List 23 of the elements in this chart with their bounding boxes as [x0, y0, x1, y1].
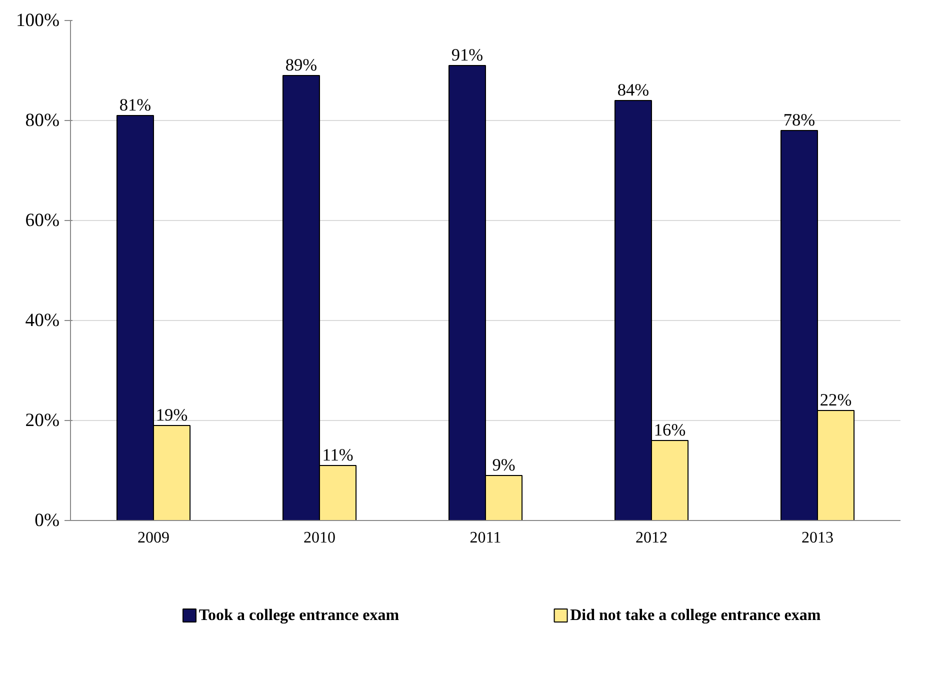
legend-label: Did not take a college entrance exam — [570, 607, 822, 624]
y-tick-label: 80% — [25, 110, 60, 131]
data-label: 22% — [820, 390, 852, 410]
y-tick-label: 100% — [16, 10, 60, 31]
legend-label: Took a college entrance exam — [198, 607, 400, 624]
data-label: 11% — [322, 446, 354, 464]
y-tick-label: 0% — [34, 510, 60, 531]
data-label: 91% — [451, 46, 484, 64]
x-tick-label: 2013 — [802, 530, 834, 546]
x-tick-label: 2011 — [470, 530, 502, 546]
data-label: 16% — [654, 420, 686, 440]
data-label: 78% — [783, 110, 816, 130]
y-tick-label: 60% — [25, 210, 60, 231]
y-tick-label: 40% — [25, 310, 60, 331]
x-tick-label: 2012 — [636, 530, 668, 546]
x-tick-label: 2009 — [138, 530, 170, 546]
data-label: 84% — [617, 80, 650, 100]
y-tick-label: 20% — [25, 410, 60, 431]
x-tick-label: 2010 — [304, 530, 336, 546]
data-label: 19% — [156, 406, 188, 424]
data-label: 81% — [119, 96, 152, 114]
data-label: 9% — [492, 456, 516, 474]
data-label: 89% — [285, 56, 318, 74]
